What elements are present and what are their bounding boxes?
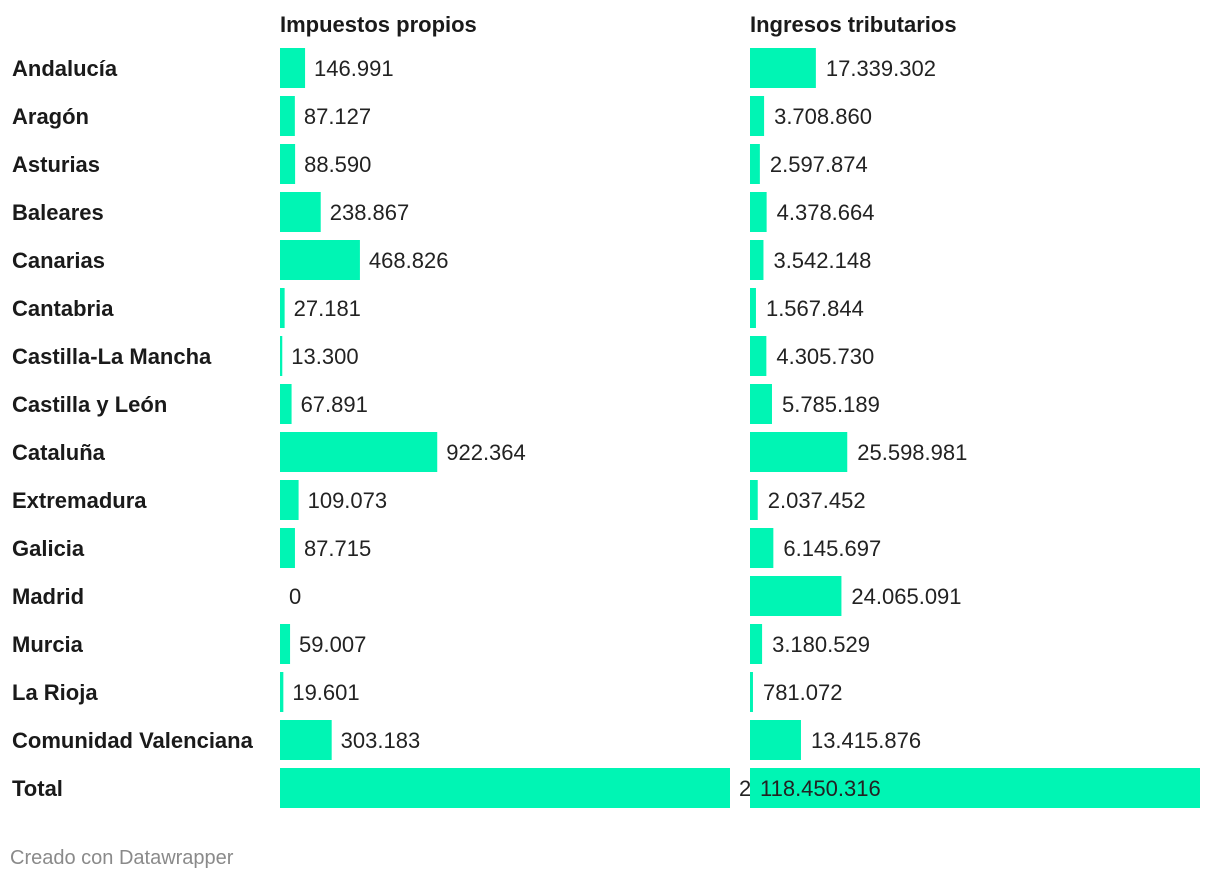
bar-impuestos-propios bbox=[280, 480, 299, 520]
value-ingresos-tributarios: 6.145.697 bbox=[783, 536, 881, 561]
bar-ingresos-tributarios bbox=[750, 48, 816, 88]
value-impuestos-propios: 238.867 bbox=[330, 200, 410, 225]
value-impuestos-propios: 87.127 bbox=[304, 104, 371, 129]
row-label: Galicia bbox=[12, 536, 85, 561]
value-ingresos-tributarios: 3.542.148 bbox=[773, 248, 871, 273]
value-impuestos-propios: 146.991 bbox=[314, 56, 394, 81]
value-ingresos-tributarios: 3.180.529 bbox=[772, 632, 870, 657]
row-label: Extremadura bbox=[12, 488, 147, 513]
bar-impuestos-propios bbox=[280, 240, 360, 280]
bar-ingresos-tributarios bbox=[750, 528, 774, 568]
bar-impuestos-propios bbox=[280, 528, 295, 568]
table-row: Baleares 238.867 4.378.664 bbox=[12, 192, 875, 232]
datawrapper-credit[interactable]: Creado con Datawrapper bbox=[10, 847, 234, 869]
table-row: Castilla-La Mancha 13.300 4.305.730 bbox=[12, 336, 874, 376]
bar-impuestos-propios bbox=[280, 432, 438, 472]
row-label: Comunidad Valenciana bbox=[12, 728, 254, 753]
value-ingresos-tributarios: 4.378.664 bbox=[777, 200, 875, 225]
table-row: Galicia 87.715 6.145.697 bbox=[12, 528, 881, 568]
value-impuestos-propios: 88.590 bbox=[304, 152, 371, 177]
row-label: Cantabria bbox=[12, 296, 114, 321]
value-impuestos-propios: 59.007 bbox=[299, 632, 366, 657]
table-row: Aragón 87.127 3.708.860 bbox=[12, 96, 872, 136]
bar-table-chart: Impuestos propios Ingresos tributarios A… bbox=[12, 12, 1200, 808]
value-ingresos-tributarios: 1.567.844 bbox=[766, 296, 864, 321]
value-impuestos-propios: 19.601 bbox=[292, 680, 359, 705]
table-row: Comunidad Valenciana 303.183 13.415.876 bbox=[12, 720, 921, 760]
table-rows: Andalucía 146.991 17.339.302 Aragón 87.127 3.… bbox=[12, 48, 1200, 808]
bar-ingresos-tributarios bbox=[750, 336, 767, 376]
table-row: Andalucía 146.991 17.339.302 bbox=[12, 48, 936, 88]
value-ingresos-tributarios: 2.037.452 bbox=[768, 488, 866, 513]
value-ingresos-tributarios: 13.415.876 bbox=[811, 728, 921, 753]
value-impuestos-propios: 468.826 bbox=[369, 248, 449, 273]
value-impuestos-propios: 922.364 bbox=[446, 440, 526, 465]
value-ingresos-tributarios: 5.785.189 bbox=[782, 392, 880, 417]
bar-impuestos-propios bbox=[280, 336, 283, 376]
bar-ingresos-tributarios bbox=[750, 144, 760, 184]
bar-impuestos-propios bbox=[280, 144, 296, 184]
bar-ingresos-tributarios bbox=[750, 624, 763, 664]
row-label: Castilla-La Mancha bbox=[12, 344, 212, 369]
row-label: Murcia bbox=[12, 632, 84, 657]
row-label: Baleares bbox=[12, 200, 104, 225]
value-impuestos-propios: 0 bbox=[289, 584, 301, 609]
table-row: La Rioja 19.601 781.072 bbox=[12, 672, 842, 712]
bar-ingresos-tributarios bbox=[750, 384, 772, 424]
row-label: Total bbox=[12, 776, 63, 801]
bar-impuestos-propios bbox=[280, 192, 321, 232]
bar-ingresos-tributarios bbox=[750, 768, 1200, 808]
row-label: Aragón bbox=[12, 104, 89, 129]
table-row: Total2.639.724118.450.316 bbox=[12, 768, 1200, 808]
bar-ingresos-tributarios bbox=[750, 672, 753, 712]
bar-ingresos-tributarios bbox=[750, 96, 765, 136]
bar-ingresos-tributarios bbox=[750, 576, 842, 616]
table-row: Cataluña 922.364 25.598.981 bbox=[12, 432, 967, 472]
bar-ingresos-tributarios bbox=[750, 720, 801, 760]
bar-impuestos-propios bbox=[280, 48, 306, 88]
row-label: Canarias bbox=[12, 248, 105, 273]
value-impuestos-propios: 87.715 bbox=[304, 536, 371, 561]
value-ingresos-tributarios: 24.065.091 bbox=[851, 584, 961, 609]
value-impuestos-propios: 67.891 bbox=[301, 392, 368, 417]
table-row: Asturias 88.590 2.597.874 bbox=[12, 144, 868, 184]
value-ingresos-tributarios: 25.598.981 bbox=[857, 440, 967, 465]
value-ingresos-tributarios: 4.305.730 bbox=[776, 344, 874, 369]
bar-ingresos-tributarios bbox=[750, 432, 848, 472]
value-impuestos-propios: 13.300 bbox=[291, 344, 358, 369]
table-row: Castilla y León 67.891 5.785.189 bbox=[12, 384, 880, 424]
bar-impuestos-propios bbox=[280, 768, 730, 808]
value-ingresos-tributarios: 17.339.302 bbox=[826, 56, 936, 81]
value-ingresos-tributarios: 2.597.874 bbox=[770, 152, 868, 177]
value-ingresos-tributarios: 118.450.316 bbox=[760, 776, 881, 801]
table-row: Madrid 0 24.065.091 bbox=[12, 576, 962, 616]
bar-ingresos-tributarios bbox=[750, 240, 764, 280]
bar-impuestos-propios bbox=[280, 96, 295, 136]
bar-ingresos-tributarios bbox=[750, 288, 756, 328]
bar-impuestos-propios bbox=[280, 384, 292, 424]
header-ingresos-tributarios: Ingresos tributarios bbox=[750, 12, 957, 37]
row-label: Castilla y León bbox=[12, 392, 167, 417]
bar-impuestos-propios bbox=[280, 720, 332, 760]
table-row: Canarias 468.826 3.542.148 bbox=[12, 240, 871, 280]
row-label: Madrid bbox=[12, 584, 84, 609]
value-ingresos-tributarios: 3.708.860 bbox=[774, 104, 872, 129]
bar-impuestos-propios bbox=[280, 624, 291, 664]
bar-ingresos-tributarios bbox=[750, 480, 758, 520]
row-label: Andalucía bbox=[12, 56, 118, 81]
value-impuestos-propios: 109.073 bbox=[308, 488, 388, 513]
table-row: Murcia 59.007 3.180.529 bbox=[12, 624, 870, 664]
bar-ingresos-tributarios bbox=[750, 192, 767, 232]
bar-impuestos-propios bbox=[280, 672, 284, 712]
row-label: Cataluña bbox=[12, 440, 106, 465]
value-impuestos-propios: 27.181 bbox=[294, 296, 361, 321]
row-label: Asturias bbox=[12, 152, 100, 177]
value-impuestos-propios: 303.183 bbox=[341, 728, 421, 753]
value-ingresos-tributarios: 781.072 bbox=[763, 680, 843, 705]
row-label: La Rioja bbox=[12, 680, 98, 705]
bar-impuestos-propios bbox=[280, 288, 285, 328]
table-row: Extremadura 109.073 2.037.452 bbox=[12, 480, 866, 520]
header-impuestos-propios: Impuestos propios bbox=[280, 12, 477, 37]
table-row: Cantabria 27.181 1.567.844 bbox=[12, 288, 864, 328]
